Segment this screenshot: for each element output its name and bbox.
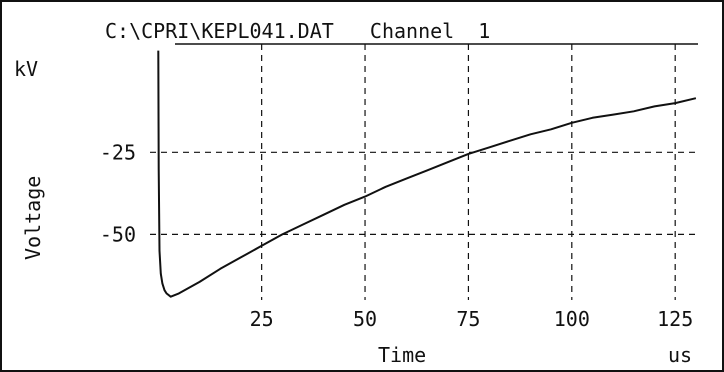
x-tick-label-125: 125 (657, 307, 693, 331)
y-tick-label--50: -50 (100, 222, 136, 246)
y-tick-label--25: -25 (100, 140, 136, 164)
chart-title: C:\CPRI\KEPL041.DAT Channel 1 (105, 19, 490, 43)
x-tick-label-25: 25 (250, 307, 274, 331)
x-tick-label-50: 50 (353, 307, 377, 331)
x-tick-label-75: 75 (456, 307, 480, 331)
series-layer (157, 50, 697, 298)
y-axis-label: Voltage (21, 176, 45, 260)
x-tick-label-100: 100 (554, 307, 590, 331)
tick-labels: 25 50 75 100 125 -25 -50 (100, 140, 693, 331)
x-axis-label: Time (378, 343, 426, 367)
voltage-series-line-1 (157, 50, 697, 298)
grid-lines (150, 44, 700, 300)
x-unit-label: us (668, 343, 692, 367)
y-unit-label: kV (14, 57, 38, 81)
